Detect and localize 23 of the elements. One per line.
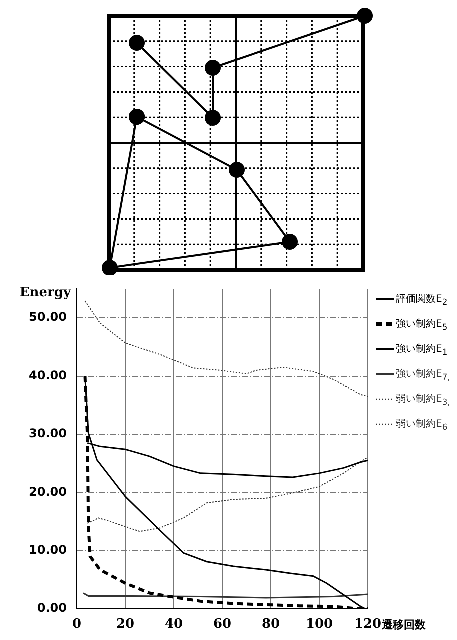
x-tick-label: 0 bbox=[72, 617, 82, 632]
x-tick-label: 40 bbox=[164, 617, 184, 632]
legend-label: 評価関数E$_{2}$ bbox=[396, 292, 448, 307]
y-tick-label: 30.00 bbox=[29, 426, 67, 441]
y-tick-label: 10.00 bbox=[29, 542, 67, 557]
y-tick-label: 20.00 bbox=[29, 484, 67, 499]
y-tick-label: 0.00 bbox=[37, 601, 67, 616]
legend-label: 強い制約E$_{1}$ bbox=[396, 342, 448, 357]
x-axis-title: 遷移回数 bbox=[381, 618, 427, 632]
y-axis-title: Energy bbox=[20, 285, 72, 300]
x-tick-label: 100 bbox=[306, 617, 334, 632]
legend-label: 強い制約E$_{7,}$ bbox=[396, 368, 450, 382]
y-tick-label: 40.00 bbox=[29, 368, 67, 382]
legend-label: 弱い制約E$_{6}$ bbox=[396, 418, 448, 432]
x-tick-label: 80 bbox=[262, 617, 280, 632]
x-tick-label: 120 bbox=[354, 617, 382, 632]
x-tick-label: 20 bbox=[116, 617, 135, 632]
legend-label: 強い制約E$_{5}$ bbox=[396, 318, 448, 332]
line-series bbox=[87, 457, 368, 532]
legend-label: 弱い制約E$_{3,}$ bbox=[396, 392, 450, 407]
y-tick-label: 50.00 bbox=[29, 310, 67, 324]
x-tick-label: 60 bbox=[213, 617, 232, 632]
line-series bbox=[84, 300, 368, 398]
